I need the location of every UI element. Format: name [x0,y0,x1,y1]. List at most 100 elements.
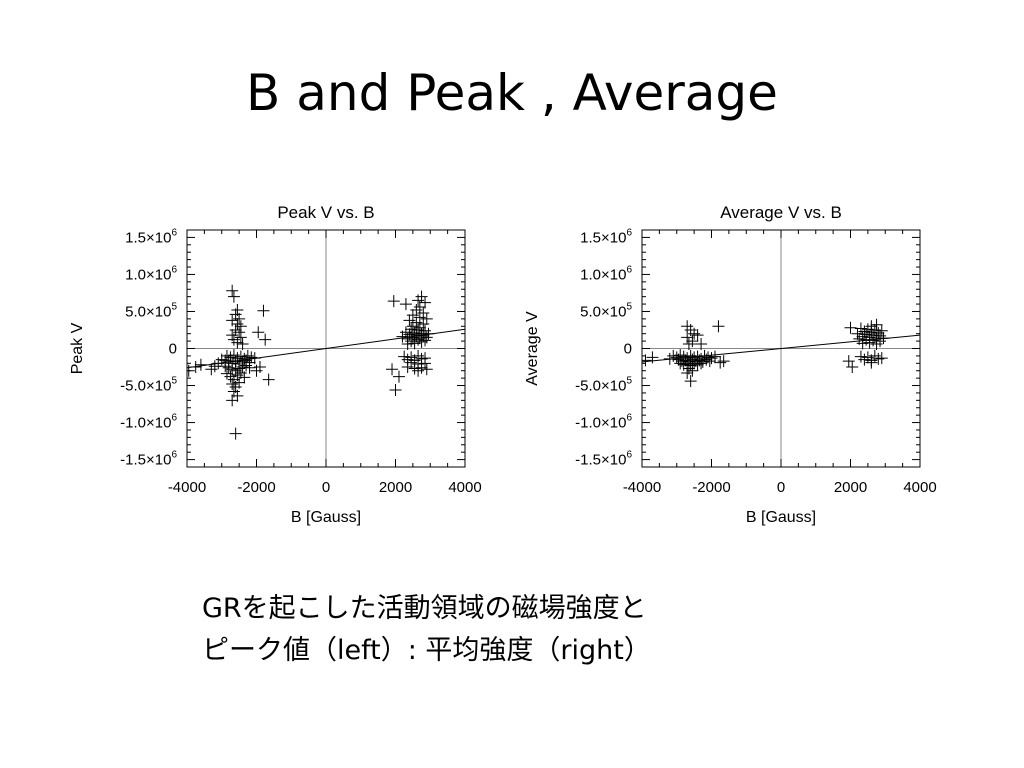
data-point [877,332,890,345]
data-point [392,370,405,383]
y-tick-label: -1.5×106 [575,450,632,469]
data-point [245,351,258,364]
data-point [875,324,888,337]
data-point [252,326,265,339]
data-point [226,284,239,297]
data-point [861,323,874,336]
x-tick-label: 2000 [379,479,412,496]
data-point [236,361,249,374]
data-point [262,373,275,386]
data-point [682,338,695,351]
data-point [691,329,704,342]
data-point [686,364,699,377]
data-point [842,355,855,368]
data-point [227,349,240,362]
data-point [231,336,244,349]
data-point [208,360,221,373]
data-point [215,353,228,366]
data-point [870,338,883,351]
data-point [712,320,725,333]
chart-title: Average V vs. B [720,203,842,222]
peak-v-vs-b-chart: Peak V vs. B -4000 -2000 0 2000 4000 1.5×106 1.… [69,203,482,526]
data-point [238,371,251,384]
chart-title: Peak V vs. B [277,203,374,222]
y-tick-label: 5.0×105 [580,301,632,320]
data-point [695,338,708,351]
y-tick-label: -1.5×106 [120,450,177,469]
data-layer [642,318,920,388]
slide-caption: GRを起こした活動領域の磁場強度と ピーク値（left）: 平均強度（right… [202,588,651,672]
data-point [688,327,701,340]
data-point [220,367,233,380]
data-layer [187,284,465,440]
data-point [868,323,881,336]
data-point [856,337,869,350]
x-tick-label: -2000 [237,479,275,496]
data-point [415,335,428,348]
data-point [229,427,242,440]
data-point [872,352,885,365]
data-point [408,362,421,375]
data-point [874,335,887,348]
data-point [412,294,425,307]
x-axis-label: B [Gauss] [746,509,816,526]
data-point [684,375,697,388]
data-point [412,364,425,377]
data-point [401,338,414,351]
data-point [854,350,867,363]
data-point [681,366,694,379]
data-point [870,318,883,331]
data-point [858,353,871,366]
x-tick-label: -4000 [623,479,661,496]
data-point [854,322,867,335]
data-point [401,361,414,374]
data-point [691,358,704,371]
data-point [851,327,864,340]
x-tick-label: 0 [322,479,330,496]
data-point [695,357,708,370]
y-axis-label: Average V [524,311,541,386]
data-point [861,351,874,364]
data-point [234,331,247,344]
data-point [846,361,859,374]
data-point [231,318,244,331]
data-point [686,335,699,348]
data-point [236,338,249,351]
data-point [194,358,207,371]
data-point [253,361,266,374]
y-tick-label: -5.0×105 [575,376,632,395]
data-point [398,350,411,363]
y-tick-label: 1.0×106 [580,264,632,283]
data-point [405,335,418,348]
data-point [229,323,242,336]
data-point [240,359,253,372]
data-point [386,363,399,376]
y-tick-label: 1.0×106 [125,264,177,283]
data-point [243,361,256,374]
x-tick-label: 4000 [903,479,936,496]
data-point [844,321,857,334]
x-tick-label: 2000 [834,479,867,496]
y-axis-label: Peak V [69,322,86,374]
caption-line-1: GRを起こした活動領域の磁場強度と [202,593,647,624]
data-point [410,303,423,316]
data-point [875,352,888,365]
y-tick-label: 5.0×105 [125,301,177,320]
y-tick-label: -1.0×106 [575,413,632,432]
data-point [257,304,270,317]
data-point [227,333,240,346]
data-point [224,370,237,383]
data-point [420,312,433,325]
data-point [205,363,218,376]
data-point [674,357,687,370]
data-point [865,356,878,369]
data-point [233,312,246,325]
data-point [705,352,718,365]
data-point [406,309,419,322]
y-tick-label: -5.0×105 [120,376,177,395]
data-point [684,359,697,372]
data-point [703,355,716,368]
data-point [222,361,235,374]
y-tick-label: 0 [624,341,632,358]
data-point [259,333,272,346]
